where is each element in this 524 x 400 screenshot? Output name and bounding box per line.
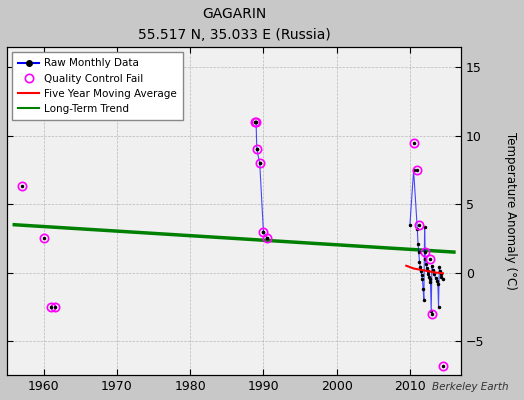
Y-axis label: Temperature Anomaly (°C): Temperature Anomaly (°C) bbox=[504, 132, 517, 290]
Title: GAGARIN
55.517 N, 35.033 E (Russia): GAGARIN 55.517 N, 35.033 E (Russia) bbox=[138, 7, 331, 42]
Legend: Raw Monthly Data, Quality Control Fail, Five Year Moving Average, Long-Term Tren: Raw Monthly Data, Quality Control Fail, … bbox=[12, 52, 183, 120]
Text: Berkeley Earth: Berkeley Earth bbox=[432, 382, 508, 392]
